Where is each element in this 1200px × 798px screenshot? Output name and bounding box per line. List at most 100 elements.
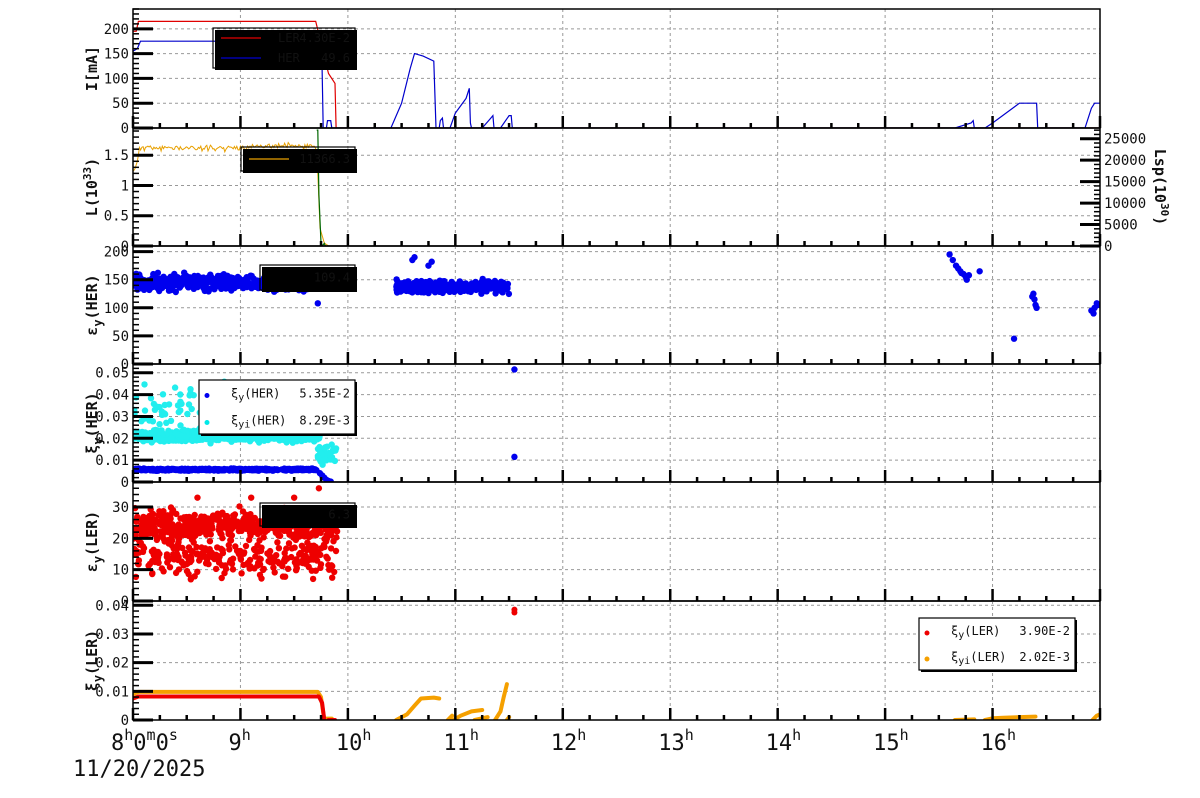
y-tick-label: 0.04 [95,598,129,614]
panel-tune_shift_her: 0 0.01 0.02 0.03 0.04 0.05 ξy(HER) ξy(HER) 5.35E… [83,363,1102,491]
x-axis-ticks [131,352,1102,364]
y-tick-label: 0.01 [95,453,129,469]
y-tick-label: 0 [121,594,129,610]
legend-dot-marker [924,656,930,662]
y-axis-right [1080,129,1100,248]
legend: 11366.3 [240,146,357,173]
y-axis-title: εy(LER) [83,511,105,572]
y-tick-label: 0.02 [95,656,129,672]
x-axis-ticks [131,116,1102,128]
y-tick-label: 0.5 [104,209,129,225]
y-tick-label: 0 [121,713,129,729]
y-tick-label: 0.03 [95,409,129,425]
x-axis-time-labels: 8h0m0s 9h 10h 11h 12h 13h 14h 15h 16h 11/20/2025 [73,726,1016,782]
legend-dot-marker [924,630,930,636]
legend-value: 3.90E-2 [1019,624,1070,638]
legend-box [198,379,356,435]
y-tick-label: 150 [104,273,129,289]
y-tick-label: 0.03 [95,627,129,643]
legend-shadow [215,30,357,70]
legend-value: 4.30E-2 [299,31,350,45]
series-emittance-ler [133,485,341,583]
y-tick-label: 0.01 [95,684,129,700]
y-axis-left [133,8,153,130]
x-tick-label: 10h [336,726,372,756]
y-axis-title: I[mA] [83,46,101,91]
x-tick-label: 9h [228,726,250,756]
legend-shadow [262,267,357,292]
series--yi-ler- [133,682,1100,720]
x-tick-label: 14h [766,726,802,756]
legend-shadow [243,149,357,173]
y-axis-title: ξy(LER) [83,630,105,691]
legend-box [259,502,356,527]
legend-label: ξyi(HER) [231,414,286,431]
y-tick-label: 0.04 [95,388,129,404]
y-tick-label: 200 [104,245,129,261]
y-right-tick-label: 15000 [1104,175,1146,191]
legend: 6.3 [259,502,357,528]
legend-value: 6.3 [328,508,350,522]
x-axis-ticks [131,234,1102,246]
y-tick-label: 0 [121,121,129,137]
y-tick-label: 20 [112,531,129,547]
y-axis-left [133,603,153,722]
legend-value: 49.6 [321,51,350,65]
legend-value: 5.35E-2 [299,387,350,401]
panel-luminosity: 0 0.5 1 1.5L(1033) 0 5000 10000 15000 20000 25000… [81,127,1171,255]
y-tick-label: 0 [121,357,129,373]
legend-label: ξyi(LER) [951,650,1006,667]
legend-label: HER [278,51,300,65]
y-tick-label: 50 [112,96,129,112]
series--y-her- [133,366,518,482]
legend-label: ξy(LER) [951,624,1000,641]
x-axis-date: 11/20/2025 [73,757,205,782]
y-right-tick-label: 20000 [1104,153,1146,169]
series--y-ler- [133,606,518,720]
grid [133,482,1100,601]
y-axis-title: ξy(HER) [83,392,105,453]
x-axis-ticks [131,470,1102,482]
series-group [133,485,341,583]
grid [133,246,1100,364]
legend: LER 4.30E-2 HER 49.6 [212,27,357,70]
legend-value: 11366.3 [299,152,350,166]
y-right-tick-label: 5000 [1104,218,1138,234]
y-tick-label: 1.5 [104,148,129,164]
x-axis-ticks [131,589,1102,601]
x-axis-ticks [131,708,1102,720]
y-right-tick-label: 25000 [1104,132,1146,148]
y-tick-label: 10 [112,563,129,579]
series-group [133,129,510,246]
legend: ξy(LER) 3.90E-2 ξyi(LER) 2.02E-3 [918,617,1077,672]
y-axis-title: εy(HER) [83,274,105,335]
y-tick-label: 0.02 [95,431,129,447]
y-tick-label: 1 [121,178,129,194]
y-tick-label: 200 [104,22,129,38]
legend-box [240,146,356,172]
y-tick-label: 30 [112,500,129,516]
legend-dot-marker [204,393,210,398]
y-tick-label: 100 [104,71,129,87]
y-axis-title: L(1033) [81,158,101,216]
panel-emittance_her: 0 50 100 150 200 εy(HER) 109.4 [83,245,1102,373]
x-tick-label: 8h0m0s [111,726,178,756]
legend-box [259,264,356,291]
series-lsp [316,129,326,246]
y-right-axis-title: Lsp(1030) [1151,149,1171,225]
y-right-tick-label: 10000 [1104,196,1146,212]
grid [133,9,1100,128]
x-tick-label: 12h [551,726,587,756]
legend-value: 2.02E-3 [1019,650,1070,664]
y-tick-label: 0.05 [95,366,129,382]
x-tick-label: 11h [443,726,479,756]
y-tick-label: 0 [121,239,129,255]
legend-value: 109.4 [314,271,350,285]
legend-box [212,27,356,69]
legend-label: LER [278,31,300,45]
legend-box [918,617,1076,671]
x-tick-label: 16h [981,726,1017,756]
